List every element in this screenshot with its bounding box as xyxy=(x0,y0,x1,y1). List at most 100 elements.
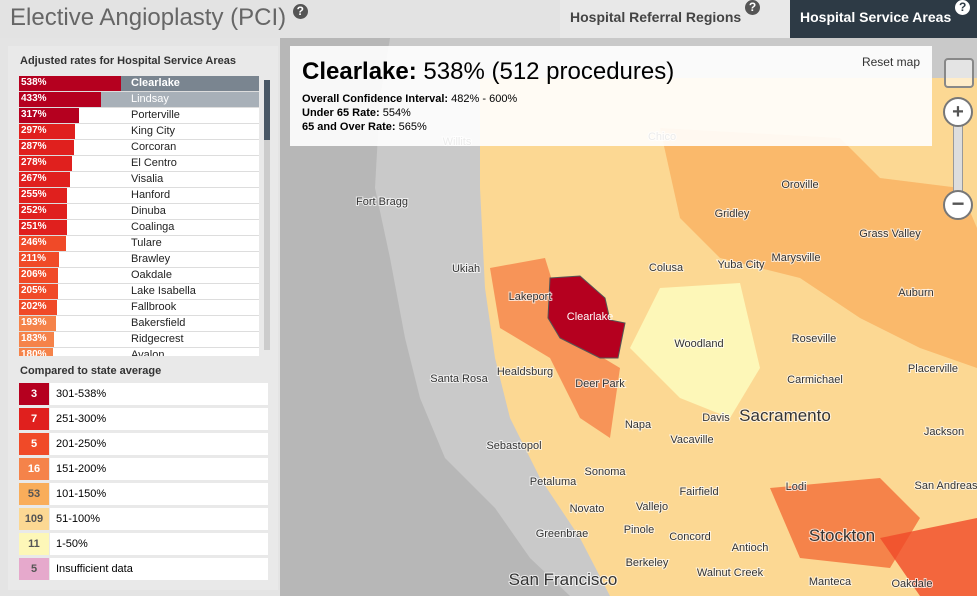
legend-item: 53 101-150% xyxy=(19,483,268,505)
help-icon[interactable]: ? xyxy=(745,0,761,15)
info-value: 482% - 600% xyxy=(451,93,518,105)
rate-row[interactable]: 193% Bakersfield xyxy=(19,316,259,332)
place-label: Auburn xyxy=(898,287,933,299)
info-heading: Clearlake: 538% (512 procedures) xyxy=(302,58,674,86)
place-label: Sacramento xyxy=(739,406,831,425)
legend-count: 5 xyxy=(19,558,49,580)
hsa-name: King City xyxy=(131,125,176,137)
rate-bar xyxy=(19,300,58,315)
hsa-name: Ridgecrest xyxy=(131,333,184,345)
place-label: Petaluma xyxy=(530,476,577,488)
rate-bar xyxy=(19,252,60,267)
rate-row[interactable]: 211% Brawley xyxy=(19,252,259,268)
place-label: Greenbrae xyxy=(536,528,589,540)
legend-item: 11 1-50% xyxy=(19,533,268,555)
tab-label: Hospital Referral Regions xyxy=(570,9,742,25)
rate-bar xyxy=(19,108,80,123)
rate-row[interactable]: 538% Clearlake xyxy=(19,76,259,92)
tab[interactable]: Hospital Referral Regions ? xyxy=(560,0,790,38)
legend-range: 201-250% xyxy=(50,433,268,455)
rate-row[interactable]: 202% Fallbrook xyxy=(19,300,259,316)
rate-label: 251% xyxy=(21,221,47,232)
hsa-name: Fallbrook xyxy=(131,301,177,313)
zoom-in[interactable]: + xyxy=(943,97,973,127)
reset-map[interactable]: Reset map xyxy=(861,55,920,69)
place-label: Berkeley xyxy=(626,557,669,569)
region xyxy=(880,518,977,596)
place-label: Deer Park xyxy=(575,378,625,390)
rate-row[interactable]: 267% Visalia xyxy=(19,172,259,188)
rate-bar xyxy=(19,332,54,347)
rate-row[interactable]: 255% Hanford xyxy=(19,188,259,204)
legend-count: 5 xyxy=(19,433,49,455)
place-label: Santa Rosa xyxy=(430,373,488,385)
rate-row[interactable]: 287% Corcoran xyxy=(19,140,259,156)
place-label: Pinole xyxy=(624,524,655,536)
hsa-name: Avalon xyxy=(131,349,165,356)
place-label: Placerville xyxy=(908,363,958,375)
title-text: Elective Angioplasty (PCI) xyxy=(10,4,287,31)
hsa-name: Bakersfield xyxy=(131,317,186,329)
zoom-out[interactable]: − xyxy=(943,190,973,220)
rate-bar xyxy=(19,76,122,91)
info-value: 565% xyxy=(398,121,427,133)
rate-row[interactable]: 205% Lake Isabella xyxy=(19,284,259,300)
rate-bar xyxy=(19,204,67,219)
place-label: Clearlake xyxy=(567,311,613,323)
legend-item: 7 251-300% xyxy=(19,408,268,430)
rate-row[interactable]: 317% Porterville xyxy=(19,108,259,124)
rate-row[interactable]: 246% Tulare xyxy=(19,236,259,252)
hsa-name: Porterville xyxy=(131,109,180,121)
tab-active[interactable]: Hospital Service Areas ? xyxy=(790,0,977,38)
legend-item: 109 51-100% xyxy=(19,508,268,530)
place-label: Concord xyxy=(669,531,711,543)
legend-range: 1-50% xyxy=(50,533,268,555)
legend-item: 16 151-200% xyxy=(19,458,268,480)
rate-bar xyxy=(19,316,56,331)
rate-list: 538% Clearlake 433% Lindsay 317% Porterville 2… xyxy=(19,76,259,356)
info-name: Clearlake: xyxy=(302,58,417,85)
rate-bar xyxy=(19,92,102,107)
rate-row[interactable]: 252% Dinuba xyxy=(19,204,259,220)
scrollbar[interactable] xyxy=(264,80,270,350)
rate-row[interactable]: 251% Coalinga xyxy=(19,220,259,236)
hsa-name: Dinuba xyxy=(131,205,166,217)
hsa-name: Brawley xyxy=(131,253,171,265)
rate-bar xyxy=(19,140,74,155)
hsa-name: Lindsay xyxy=(131,93,169,105)
region xyxy=(490,258,620,438)
rate-row[interactable]: 297% King City xyxy=(19,124,259,140)
rate-bar xyxy=(19,156,72,171)
rate-row[interactable]: 206% Oakdale xyxy=(19,268,259,284)
info-lines: Overall Confidence Interval: 482% - 600%… xyxy=(302,92,517,134)
page-title: Elective Angioplasty (PCI) ? xyxy=(10,4,308,32)
help-icon[interactable]: ? xyxy=(292,4,308,19)
place-label: Novato xyxy=(570,503,605,515)
rate-label: 252% xyxy=(21,205,47,216)
legend-count: 109 xyxy=(19,508,49,530)
zoom-slider[interactable] xyxy=(953,116,963,198)
place-label: Yuba City xyxy=(717,259,765,271)
place-label: San Andreas xyxy=(915,480,977,492)
place-label: Stockton xyxy=(809,526,875,545)
scroll-thumb[interactable] xyxy=(264,80,270,140)
rate-row[interactable]: 180% Avalon xyxy=(19,348,259,356)
selected-region[interactable] xyxy=(547,275,626,359)
place-label: Manteca xyxy=(809,576,852,588)
header: Elective Angioplasty (PCI) ? Hospital Re… xyxy=(0,0,977,38)
rate-row[interactable]: 183% Ridgecrest xyxy=(19,332,259,348)
info-panel: Clearlake: 538% (512 procedures) Overall… xyxy=(290,46,932,146)
fullscreen-button[interactable] xyxy=(944,58,974,88)
rate-label: 206% xyxy=(21,269,47,280)
hsa-name: Tulare xyxy=(131,237,162,249)
region xyxy=(660,128,977,368)
help-icon[interactable]: ? xyxy=(955,0,971,15)
info-line: Overall Confidence Interval: 482% - 600% xyxy=(302,92,517,106)
place-label: Jackson xyxy=(924,426,964,438)
place-label: Napa xyxy=(625,419,652,431)
rate-row[interactable]: 433% Lindsay xyxy=(19,92,259,108)
rate-row[interactable]: 278% El Centro xyxy=(19,156,259,172)
rate-label: 255% xyxy=(21,189,47,200)
place-label: Woodland xyxy=(674,338,723,350)
